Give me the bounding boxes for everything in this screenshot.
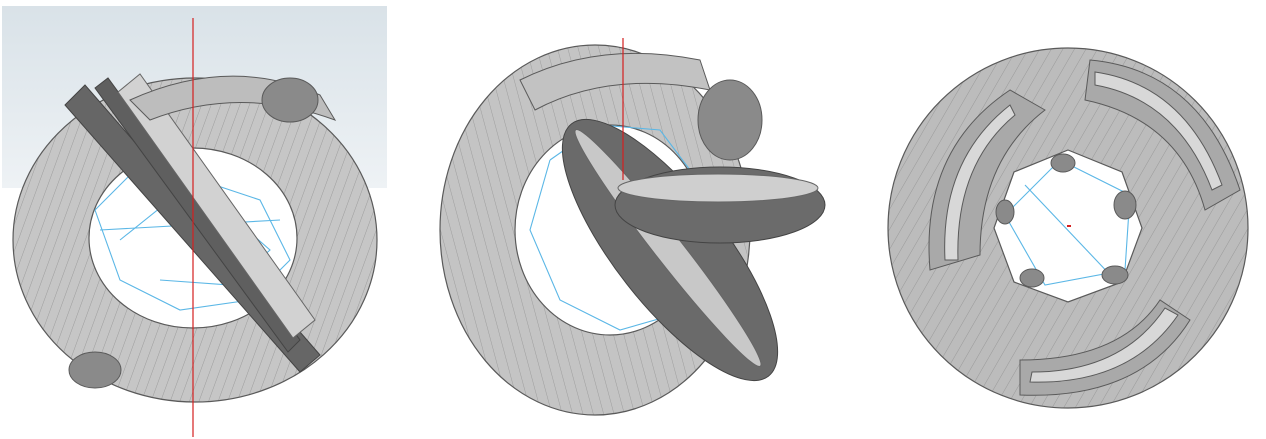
pin-bosses (995, 153, 1137, 288)
bottom-knob (68, 351, 122, 389)
model-render-top (887, 47, 1249, 409)
side-knob (261, 77, 319, 123)
viewport-top[interactable] (860, 0, 1266, 439)
band-grooves (944, 71, 1223, 383)
horizontal-disc-rim (617, 173, 819, 203)
model-render-front (2, 6, 387, 437)
center-axis-marker (1067, 225, 1071, 227)
viewport-side[interactable] (420, 0, 830, 439)
wireframe-lines (1004, 159, 1131, 286)
model-render-side (439, 38, 826, 416)
side-knob (697, 79, 763, 161)
viewport-front[interactable] (0, 0, 400, 439)
band-light (117, 73, 316, 339)
